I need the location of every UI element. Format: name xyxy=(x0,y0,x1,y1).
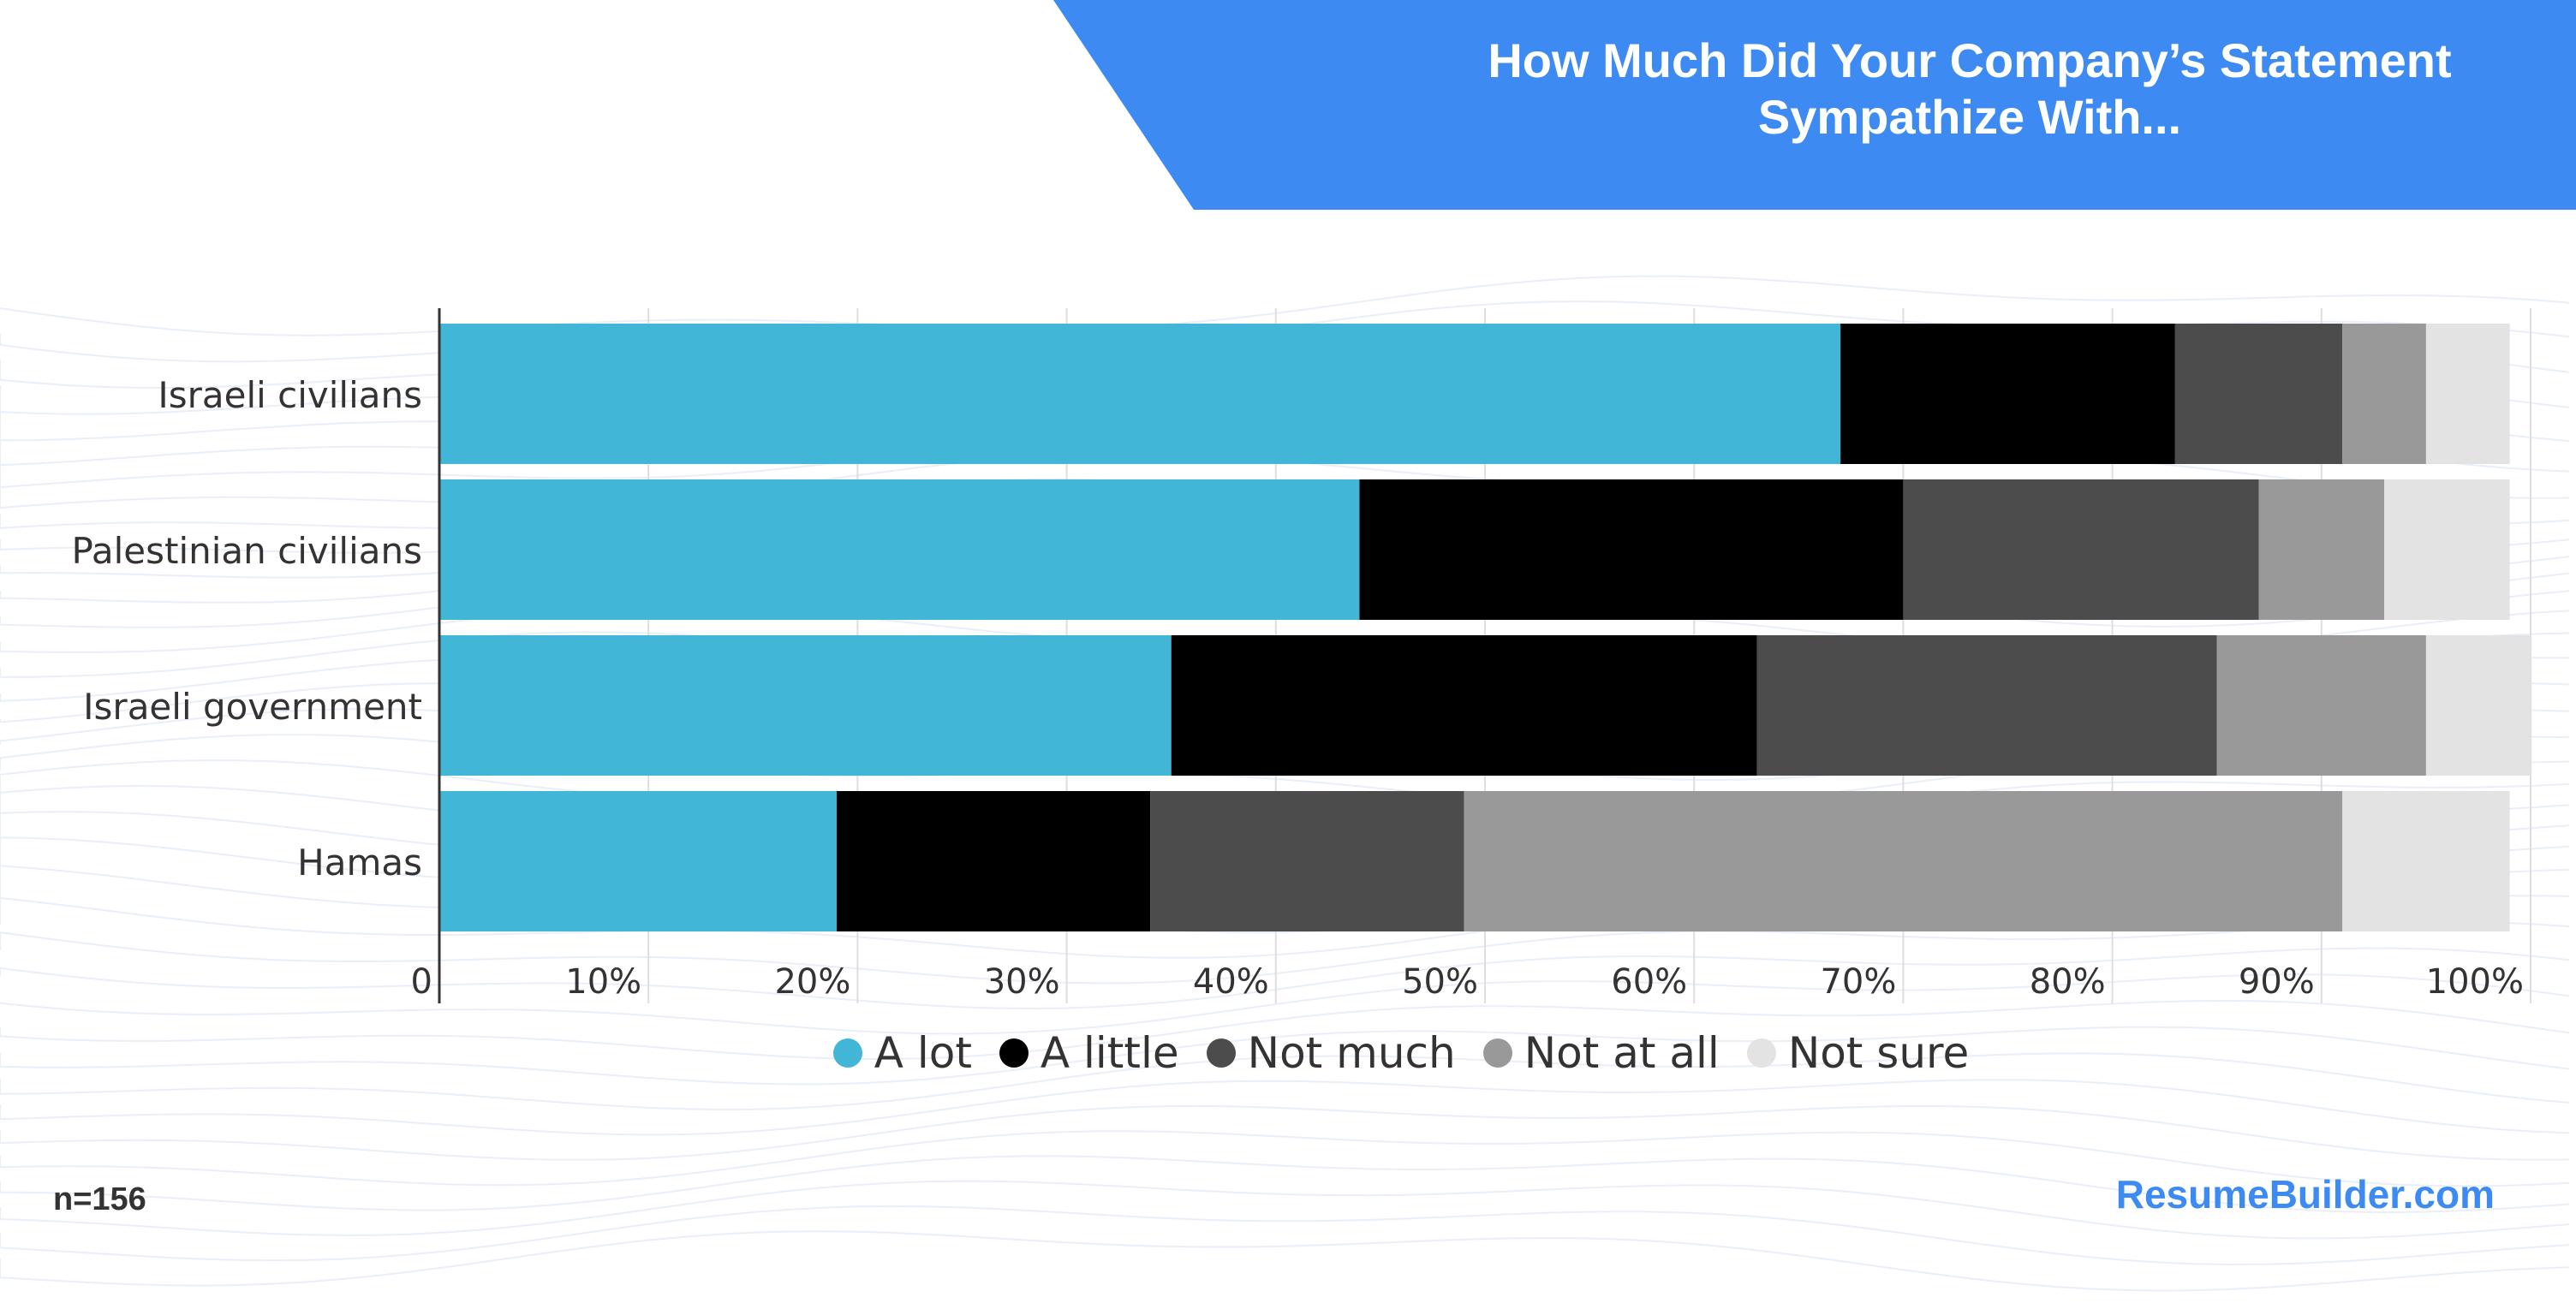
legend-label: Not much xyxy=(1247,1028,1456,1078)
x-tick-label: 20% xyxy=(774,962,850,1002)
legend-label: Not sure xyxy=(1787,1028,1970,1078)
bar-segment[interactable] xyxy=(2342,791,2510,931)
x-tick-label: 40% xyxy=(1193,962,1269,1002)
legend-item[interactable]: A lot xyxy=(832,1028,972,1078)
x-tick-label: 0 xyxy=(411,962,432,1002)
bar-segment[interactable] xyxy=(439,791,837,931)
x-tick-label: 100% xyxy=(2426,962,2524,1002)
category-label: Palestinian civilians xyxy=(71,530,422,572)
chart-title-line-2: Sympathize With... xyxy=(1757,90,2182,144)
x-tick-label: 70% xyxy=(1820,962,1896,1002)
legend-item[interactable]: Not sure xyxy=(1746,1028,1970,1078)
chart-legend: A lot A little Not much Not at all Not sure xyxy=(0,1023,2576,1083)
wave-line xyxy=(0,275,2570,336)
wave-line xyxy=(0,999,2570,1061)
title-banner: How Much Did Your Company’s Statement Sy… xyxy=(1053,0,2576,210)
sample-size-note: n=156 xyxy=(53,1181,146,1217)
bar-segment[interactable] xyxy=(1464,791,2343,931)
brand-logo-text[interactable]: ResumeBuilder.com xyxy=(2115,1172,2495,1217)
wave-line xyxy=(0,1180,2570,1240)
bar-segment[interactable] xyxy=(1840,324,2175,464)
bar-segment[interactable] xyxy=(439,635,1172,776)
legend-label: A little xyxy=(1040,1028,1179,1078)
bar-segment[interactable] xyxy=(1359,479,1904,620)
bar-segment[interactable] xyxy=(2425,324,2510,464)
wave-line xyxy=(0,1052,2570,1111)
bar-segment[interactable] xyxy=(2216,635,2426,776)
legend-swatch xyxy=(1482,1038,1512,1068)
bar-segment[interactable] xyxy=(439,479,1360,620)
legend-swatch xyxy=(1206,1038,1236,1068)
category-label: Israeli civilians xyxy=(158,374,422,416)
legend-swatch xyxy=(1746,1038,1776,1068)
wave-line xyxy=(0,1130,2570,1187)
bar-segment[interactable] xyxy=(836,791,1151,931)
bar-segment[interactable] xyxy=(2174,324,2343,464)
bar-segment[interactable] xyxy=(2342,324,2426,464)
legend-swatch xyxy=(832,1038,862,1068)
legend-item[interactable]: Not at all xyxy=(1482,1028,1720,1078)
category-label: Israeli government xyxy=(83,686,422,728)
wave-line xyxy=(0,1079,2570,1136)
x-tick-label: 30% xyxy=(984,962,1060,1002)
bar-segment[interactable] xyxy=(1150,791,1464,931)
x-tick-label: 10% xyxy=(565,962,641,1002)
bar-segment[interactable] xyxy=(2258,479,2385,620)
legend-swatch xyxy=(999,1038,1029,1068)
wave-line xyxy=(0,1104,2570,1161)
wave-line xyxy=(0,973,2570,1035)
wave-line xyxy=(0,1026,2570,1086)
bar-segment[interactable] xyxy=(2425,635,2531,776)
legend-label: A lot xyxy=(874,1028,972,1078)
x-tick-label: 80% xyxy=(2030,962,2106,1002)
legend-label: Not at all xyxy=(1524,1028,1720,1078)
legend-item[interactable]: Not much xyxy=(1206,1028,1456,1078)
wave-line xyxy=(0,1205,2570,1266)
x-tick-label: 50% xyxy=(1402,962,1478,1002)
x-tick-label: 90% xyxy=(2239,962,2315,1002)
chart-title-line-1: How Much Did Your Company’s Statement xyxy=(1488,33,2452,87)
wave-line xyxy=(0,1155,2570,1214)
legend-item[interactable]: A little xyxy=(999,1028,1179,1078)
category-label: Hamas xyxy=(297,842,422,884)
bar-segment[interactable] xyxy=(1171,635,1757,776)
bar-segment[interactable] xyxy=(2384,479,2510,620)
bar-segment[interactable] xyxy=(1756,635,2217,776)
wave-line xyxy=(0,920,2570,985)
wave-line xyxy=(0,1230,2570,1292)
wave-line xyxy=(0,947,2570,1010)
x-tick-label: 60% xyxy=(1611,962,1687,1002)
bar-segment[interactable] xyxy=(439,324,1841,464)
bar-segment[interactable] xyxy=(1903,479,2259,620)
